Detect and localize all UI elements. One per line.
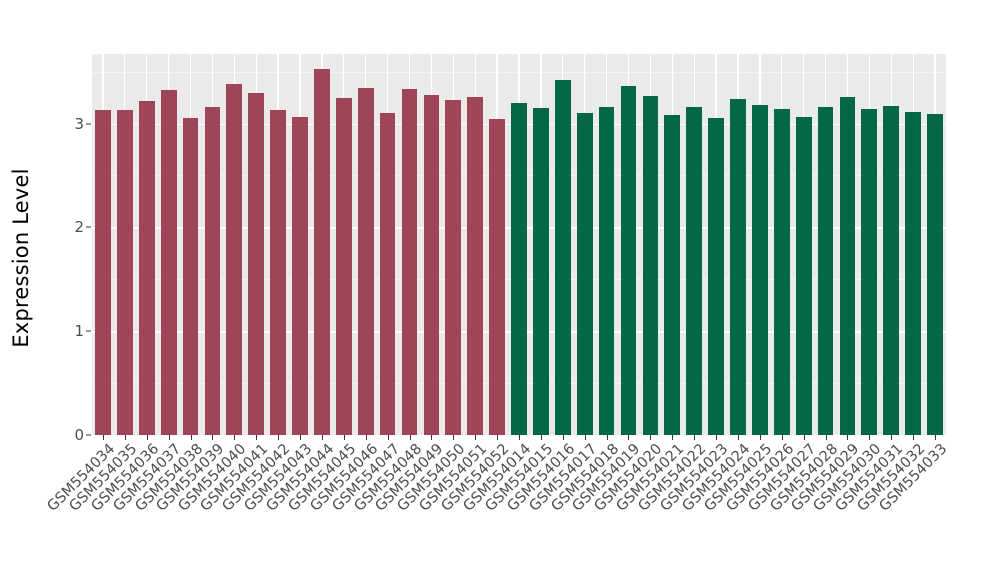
bar — [401, 89, 418, 435]
bar — [708, 118, 724, 435]
bar — [927, 114, 943, 435]
bar — [817, 106, 834, 435]
x-tick-mark — [124, 435, 126, 440]
x-tick-mark — [102, 435, 104, 440]
bar — [686, 106, 703, 435]
x-tick-mark — [431, 435, 433, 440]
bar — [357, 88, 374, 435]
x-tick-mark — [650, 435, 652, 440]
x-tick-mark — [891, 435, 893, 440]
x-tick-mark — [256, 435, 258, 440]
bar — [664, 115, 681, 435]
x-tick-mark — [409, 435, 411, 440]
bar — [533, 107, 549, 435]
bar — [335, 97, 352, 435]
bar — [861, 109, 878, 435]
x-tick-mark — [321, 435, 323, 440]
y-axis-ticks: 0 1 2 3 — [0, 0, 91, 580]
bar — [620, 86, 637, 435]
x-tick-mark — [759, 435, 761, 440]
y-tick-mark — [86, 226, 91, 228]
x-tick-mark — [475, 435, 477, 440]
bar — [445, 99, 462, 435]
x-tick-mark — [497, 435, 499, 440]
bar — [116, 110, 133, 435]
bar — [642, 95, 659, 435]
x-axis-labels: GSM554034 GSM554035 GSM554036 GSM554037 GSM5… — [44, 441, 950, 580]
x-tick-mark — [278, 435, 280, 440]
x-tick-mark — [540, 435, 542, 440]
bar — [598, 106, 615, 435]
bar — [839, 96, 856, 435]
x-tick-mark — [781, 435, 783, 440]
x-tick-mark — [300, 435, 302, 440]
bar — [576, 113, 593, 435]
bar — [204, 106, 221, 435]
bar — [95, 110, 111, 435]
x-tick-mark — [168, 435, 170, 440]
bar — [160, 90, 177, 435]
x-tick-mark — [935, 435, 937, 440]
bar — [314, 68, 330, 435]
y-tick-label: 0 — [74, 426, 84, 444]
y-tick-mark — [86, 434, 91, 436]
x-tick-mark — [343, 435, 345, 440]
plot-panel — [92, 54, 946, 435]
x-tick-mark — [190, 435, 192, 440]
bar — [751, 104, 768, 435]
bar — [730, 98, 746, 435]
y-tick-mark — [86, 123, 91, 125]
x-tick-mark — [387, 435, 389, 440]
y-tick-label: 2 — [74, 218, 84, 237]
bar — [138, 100, 155, 435]
x-tick-mark — [234, 435, 236, 440]
x-tick-mark — [825, 435, 827, 440]
x-tick-mark — [716, 435, 718, 440]
y-tick-label: 3 — [74, 114, 84, 133]
bar — [554, 79, 571, 435]
x-tick-mark — [628, 435, 630, 440]
bar — [773, 109, 790, 435]
x-tick-mark — [584, 435, 586, 440]
x-tick-mark — [672, 435, 674, 440]
x-tick-mark — [803, 435, 805, 440]
x-tick-mark — [365, 435, 367, 440]
bar — [905, 112, 922, 435]
x-tick-mark — [212, 435, 214, 440]
bar — [248, 93, 265, 435]
x-tick-mark — [869, 435, 871, 440]
x-tick-mark — [913, 435, 915, 440]
bar — [379, 113, 396, 435]
x-tick-mark — [847, 435, 849, 440]
x-axis-ticks — [92, 435, 946, 441]
bar — [270, 110, 286, 435]
bar — [182, 118, 199, 435]
x-tick-mark — [606, 435, 608, 440]
y-tick-label: 1 — [74, 322, 84, 341]
y-tick-mark — [86, 330, 91, 332]
bar — [292, 117, 308, 435]
bar — [226, 84, 243, 435]
x-tick-mark — [694, 435, 696, 440]
x-tick-mark — [146, 435, 148, 440]
x-tick-mark — [562, 435, 564, 440]
bar — [511, 102, 527, 435]
bar — [467, 96, 484, 435]
x-tick-mark — [737, 435, 739, 440]
bar — [489, 119, 505, 435]
bar — [795, 117, 812, 435]
bar — [423, 94, 440, 435]
x-tick-mark — [519, 435, 520, 440]
bar — [883, 105, 900, 435]
x-tick-mark — [453, 435, 455, 440]
